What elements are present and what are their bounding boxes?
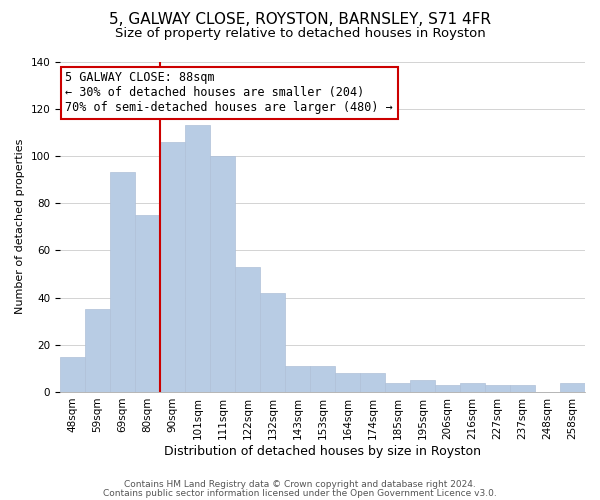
Bar [235,267,260,392]
Bar [160,142,185,392]
Bar [210,156,235,392]
Text: 5 GALWAY CLOSE: 88sqm
← 30% of detached houses are smaller (204)
70% of semi-det: 5 GALWAY CLOSE: 88sqm ← 30% of detached … [65,72,393,114]
Bar [185,125,210,392]
Bar [110,172,135,392]
Bar [260,293,285,392]
Bar [460,382,485,392]
Text: 5, GALWAY CLOSE, ROYSTON, BARNSLEY, S71 4FR: 5, GALWAY CLOSE, ROYSTON, BARNSLEY, S71 … [109,12,491,28]
Text: Size of property relative to detached houses in Royston: Size of property relative to detached ho… [115,28,485,40]
Bar [510,385,535,392]
Bar [435,385,460,392]
Bar [335,373,360,392]
Bar [60,356,85,392]
Text: Contains public sector information licensed under the Open Government Licence v3: Contains public sector information licen… [103,489,497,498]
Text: Contains HM Land Registry data © Crown copyright and database right 2024.: Contains HM Land Registry data © Crown c… [124,480,476,489]
Bar [85,310,110,392]
Bar [360,373,385,392]
Bar [560,382,585,392]
Bar [135,215,160,392]
X-axis label: Distribution of detached houses by size in Royston: Distribution of detached houses by size … [164,444,481,458]
Bar [310,366,335,392]
Bar [485,385,510,392]
Bar [410,380,435,392]
Y-axis label: Number of detached properties: Number of detached properties [15,139,25,314]
Bar [385,382,410,392]
Bar [285,366,310,392]
